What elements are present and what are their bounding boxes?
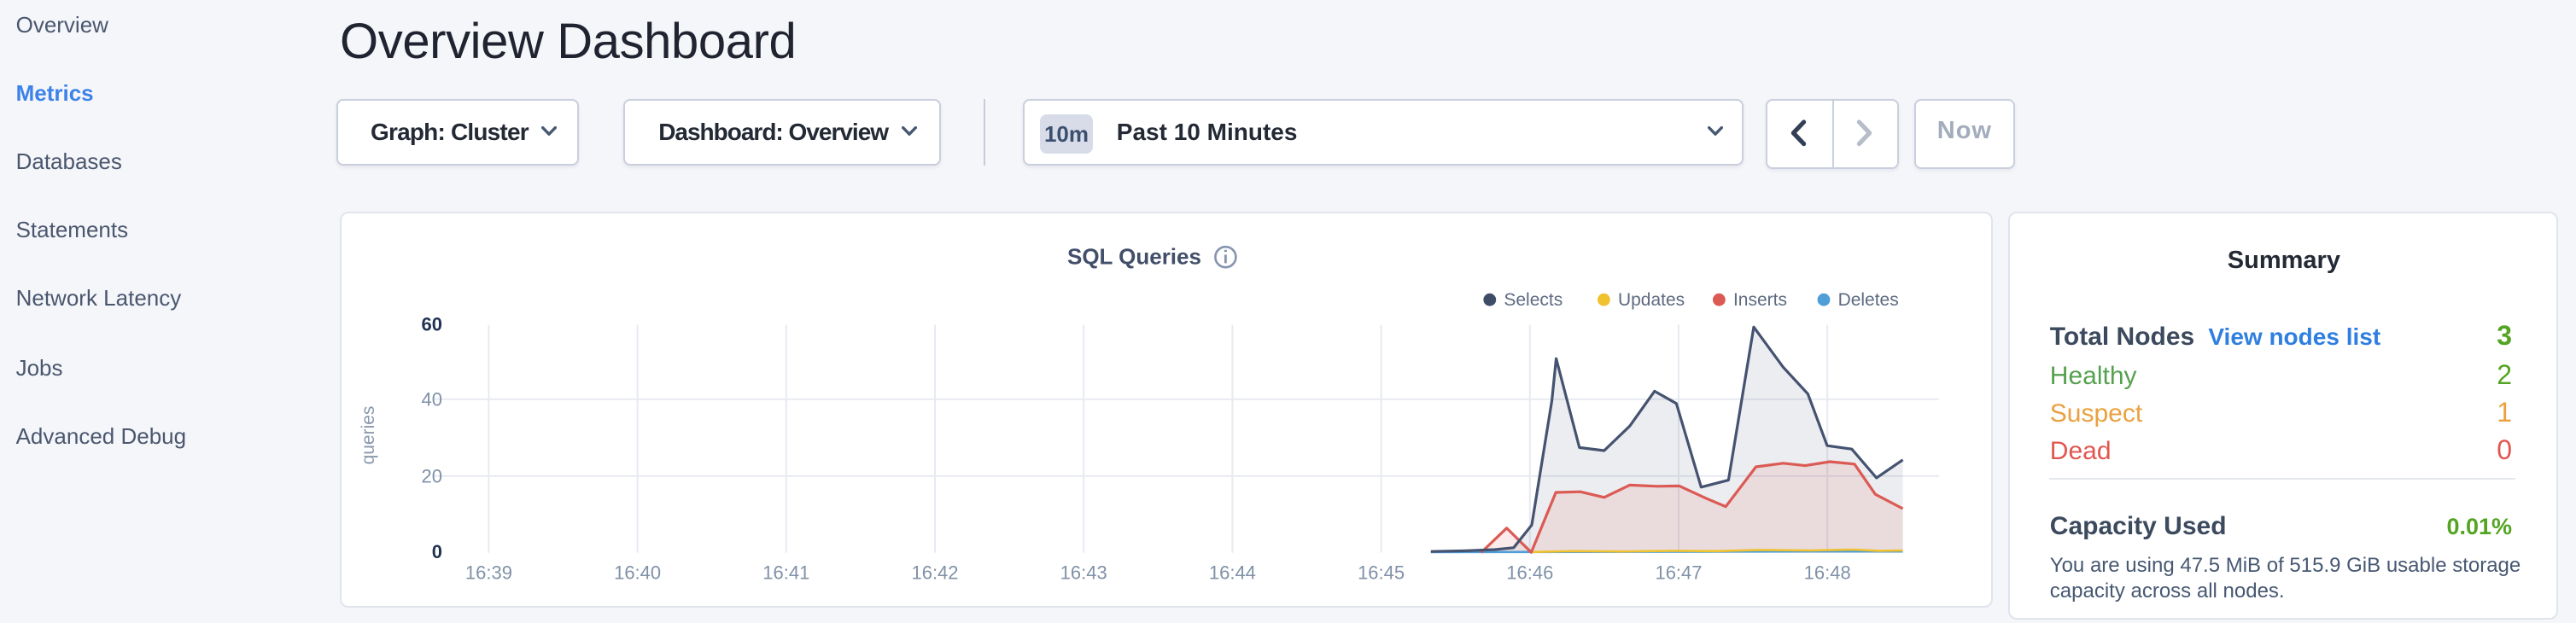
svg-text:16:48: 16:48 bbox=[1803, 562, 1850, 583]
svg-text:16:45: 16:45 bbox=[1357, 562, 1404, 583]
svg-text:16:46: 16:46 bbox=[1505, 562, 1552, 583]
svg-text:16:44: 16:44 bbox=[1208, 562, 1255, 583]
svg-text:queries: queries bbox=[358, 406, 377, 465]
svg-text:16:47: 16:47 bbox=[1655, 562, 1702, 583]
svg-text:Deletes: Deletes bbox=[1837, 290, 1898, 310]
svg-text:40: 40 bbox=[421, 388, 441, 410]
svg-text:Updates: Updates bbox=[1617, 290, 1684, 310]
svg-text:16:41: 16:41 bbox=[762, 562, 809, 583]
svg-text:Inserts: Inserts bbox=[1732, 290, 1786, 310]
svg-text:0: 0 bbox=[431, 541, 441, 562]
svg-text:16:40: 16:40 bbox=[613, 562, 660, 583]
svg-text:20: 20 bbox=[421, 465, 441, 486]
svg-text:16:43: 16:43 bbox=[1060, 562, 1107, 583]
svg-text:60: 60 bbox=[421, 314, 441, 335]
svg-text:16:42: 16:42 bbox=[911, 562, 958, 583]
svg-text:16:39: 16:39 bbox=[464, 562, 511, 583]
svg-text:Selects: Selects bbox=[1504, 290, 1563, 310]
svg-text:SQL Queries: SQL Queries bbox=[1066, 244, 1200, 270]
